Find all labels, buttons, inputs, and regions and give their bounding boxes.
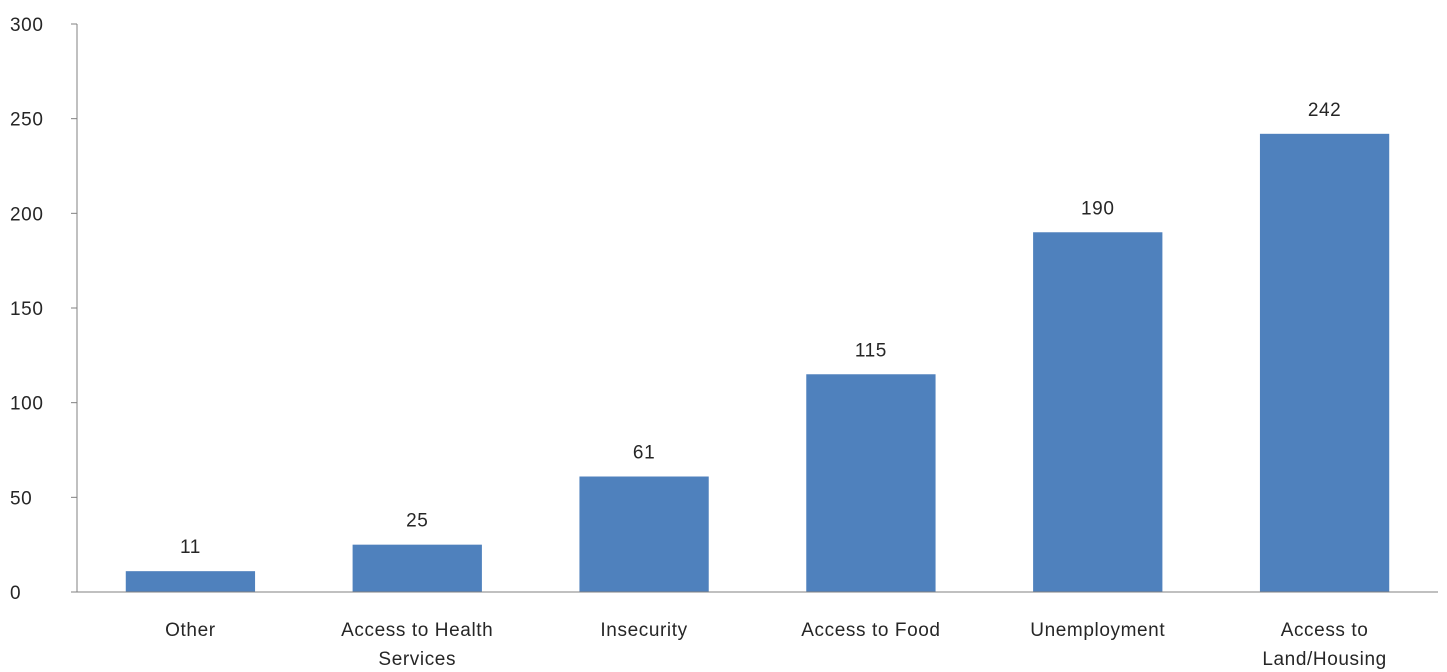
data-label: 115 bbox=[855, 340, 887, 361]
bar bbox=[125, 571, 256, 592]
x-category-label: Access to Health bbox=[341, 620, 493, 641]
data-label: 11 bbox=[180, 537, 201, 558]
y-tick-label: 200 bbox=[10, 204, 44, 225]
x-category-label: Unemployment bbox=[1030, 620, 1165, 641]
x-category-label: Services bbox=[378, 649, 456, 670]
x-category-label: Land/Housing bbox=[1262, 649, 1386, 670]
x-category-label: Access to Food bbox=[801, 620, 940, 641]
bar bbox=[1259, 133, 1390, 592]
x-category-label: Other bbox=[165, 620, 216, 641]
data-label: 242 bbox=[1308, 100, 1342, 121]
data-labels-group: 11 25 61 115 190 242 bbox=[180, 100, 1341, 558]
data-label: 25 bbox=[406, 511, 428, 532]
bar bbox=[806, 374, 936, 592]
x-axis-labels: Other Access to Health Services Insecurity A… bbox=[165, 620, 1386, 670]
y-tick-label: 250 bbox=[10, 110, 44, 131]
bar bbox=[352, 544, 482, 592]
data-label: 190 bbox=[1081, 198, 1115, 219]
y-tick-label: 300 bbox=[10, 15, 44, 36]
y-tick-label: 100 bbox=[10, 394, 44, 415]
bars-group bbox=[125, 133, 1390, 592]
bar bbox=[579, 476, 709, 592]
y-axis-ticks: 0 50 100 150 200 250 300 bbox=[10, 15, 77, 604]
x-category-label: Access to bbox=[1281, 620, 1369, 641]
data-label: 61 bbox=[633, 443, 655, 464]
x-category-label: Insecurity bbox=[600, 620, 687, 641]
y-tick-label: 0 bbox=[10, 583, 21, 604]
y-tick-label: 50 bbox=[10, 488, 32, 509]
bar bbox=[1033, 232, 1163, 592]
y-tick-label: 150 bbox=[10, 299, 44, 320]
